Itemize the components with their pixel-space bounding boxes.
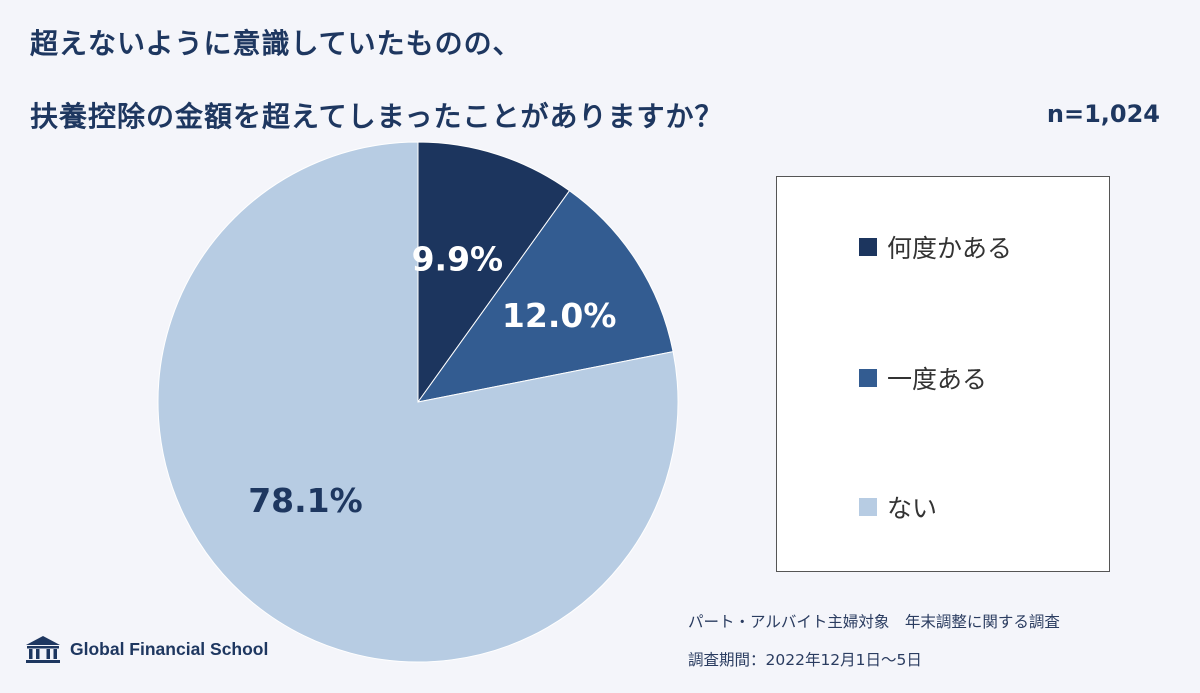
slice-label-2: 12.0%	[502, 296, 617, 335]
legend-swatch-3	[859, 498, 877, 516]
title-line-2: 扶養控除の金額を超えてしまったことがありますか？	[30, 100, 724, 133]
legend-item-1: 何度かある	[859, 229, 1012, 265]
legend-label-2: 一度ある	[887, 365, 988, 394]
sample-size: n=1,024	[1046, 100, 1160, 128]
pie-slice-3	[157, 141, 679, 663]
pie-slice-1	[417, 141, 571, 404]
legend-item-3: ない	[859, 489, 937, 525]
brand-logo: Global Financial School	[24, 634, 268, 664]
legend-swatch-1	[859, 238, 877, 256]
pie-slice-2	[416, 190, 674, 403]
chart-legend: 何度かある 一度ある ない	[776, 176, 1110, 572]
legend-label-3: ない	[887, 494, 938, 523]
footer-survey: パート・アルバイト主婦対象 年末調整に関する調査	[688, 613, 1060, 631]
legend-item-2: 一度ある	[859, 360, 987, 396]
brand-name: Global Financial School	[70, 638, 269, 659]
legend-label-1: 何度かある	[887, 234, 1013, 263]
legend-swatch-2	[859, 369, 877, 387]
footer-period: 調査期間：2022年12月1日〜5日	[688, 651, 922, 669]
slice-label-1: 9.9%	[412, 239, 504, 278]
school-building-icon	[26, 636, 60, 663]
slice-label-3: 78.1%	[248, 481, 363, 520]
title-line-1: 超えないように意識していたものの、	[30, 27, 522, 60]
